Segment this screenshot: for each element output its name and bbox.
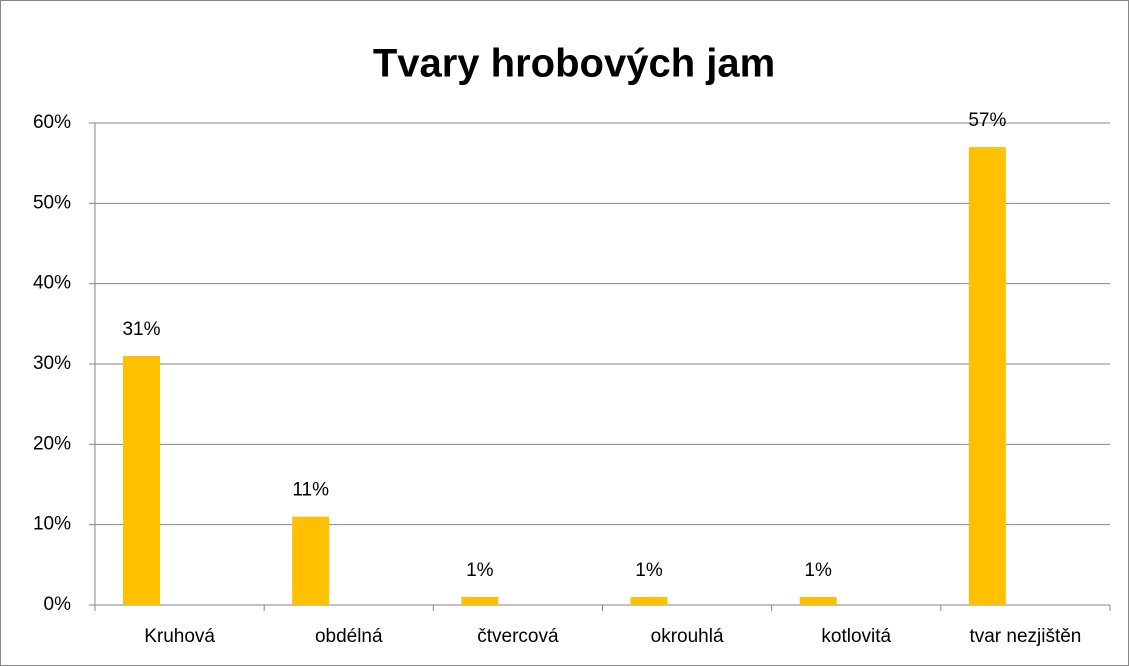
y-tick-label: 40% [33,273,71,294]
bar [799,596,837,605]
data-label: 11% [292,480,329,501]
y-tick-label: 50% [33,192,71,213]
y-tick-label: 10% [33,514,71,535]
bar [461,596,499,605]
data-label: 57% [968,110,1006,131]
y-tick-label: 0% [44,594,72,615]
x-tick-label: čtvercová [477,626,559,647]
bar [123,355,160,605]
data-label: 1% [635,560,663,581]
x-tick-label: Kruhová [144,626,215,647]
data-label: 31% [122,319,160,340]
y-tick-label: 60% [33,112,71,133]
x-tick-label: obdélná [315,626,383,647]
bar [292,516,330,605]
y-tick-label: 30% [33,353,71,374]
data-label: 1% [466,560,494,581]
bar [630,596,668,605]
x-tick-label: okrouhlá [651,626,724,647]
bar [968,147,1006,605]
y-tick-label: 20% [33,433,71,454]
x-tick-label: tvar nezjištěn [969,626,1081,647]
chart-title: Tvary hrobových jam [373,42,775,86]
x-tick-label: kotlovitá [821,626,891,647]
data-label: 1% [804,560,832,581]
